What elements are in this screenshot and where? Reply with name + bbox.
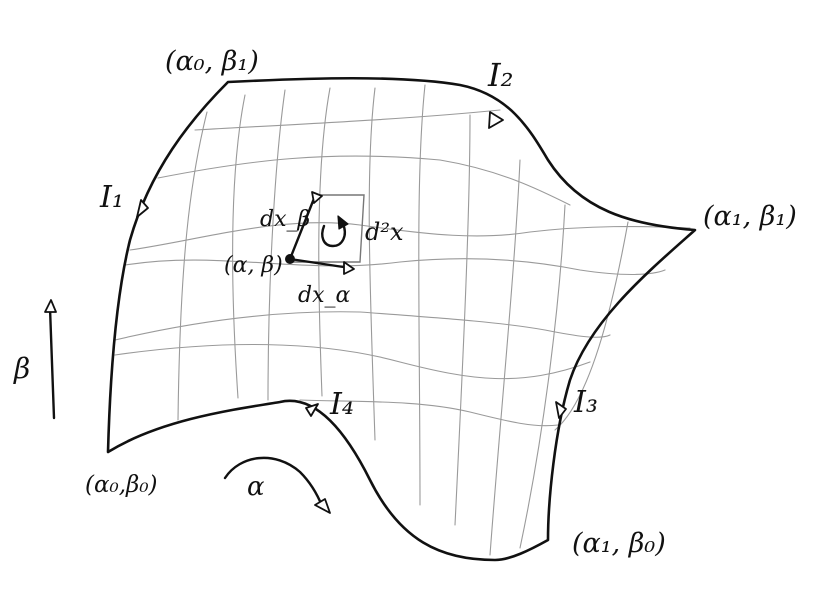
- grid-line-beta-7: [299, 399, 559, 427]
- alpha-direction-arrow: [223, 456, 324, 508]
- d-beta-arrowhead: [311, 191, 323, 204]
- edge-arrow-i2: [488, 111, 504, 129]
- area-element-box: [290, 194, 365, 263]
- beta-arrowhead: [44, 299, 57, 313]
- orientation-circle-arrow: [321, 222, 347, 248]
- parameter-arrows: [44, 299, 331, 514]
- grid-line-alpha-9: [519, 204, 566, 549]
- grid-line-alpha-8: [489, 159, 521, 556]
- area-label: d²x: [365, 218, 404, 246]
- corner-label-bottom-left: (α₀,β₀): [85, 472, 158, 498]
- beta-direction-arrow: [48, 306, 56, 420]
- labels: (α₀, β₁) (α₁, β₁) (α₀,β₀) (α₁, β₀) I₁ I₂…: [13, 46, 797, 559]
- beta-axis-label: β: [13, 352, 30, 385]
- corner-label-bottom-right: (α₁, β₀): [572, 528, 666, 559]
- grid-line-alpha-10: [554, 221, 629, 431]
- d-beta-vector: [288, 194, 317, 261]
- d-alpha-arrowhead: [343, 261, 355, 275]
- area-element: [285, 191, 365, 275]
- grid-line-beta-5: [114, 311, 611, 341]
- grid-line-alpha-3: [267, 89, 286, 401]
- edge-arrow-i3: [555, 401, 567, 419]
- grid-line-beta-6: [114, 343, 591, 380]
- d-alpha-vector: [288, 257, 352, 270]
- d-alpha-label: dx_α: [298, 283, 350, 308]
- grid-line-beta-3: [129, 222, 691, 251]
- grid-line-alpha-1: [177, 111, 208, 421]
- orientation-arrowhead: [337, 215, 349, 230]
- d-beta-label: dx_β: [260, 207, 310, 232]
- edge-arrows: [136, 111, 567, 419]
- grid-line-alpha-6: [418, 84, 426, 506]
- edge-label-i3: I₃: [573, 385, 598, 420]
- grid-line-beta-4: [124, 258, 666, 276]
- parameter-grid: [114, 84, 691, 556]
- grid-line-beta-1: [194, 109, 501, 131]
- grid-line-beta-2: [157, 155, 571, 206]
- grid-line-alpha-2: [232, 94, 246, 399]
- point-dot: [285, 254, 295, 264]
- edge-arrow-i1: [136, 199, 149, 218]
- grid-line-alpha-5: [368, 87, 376, 441]
- edge-arrow-i4: [305, 403, 319, 417]
- alpha-axis-label: α: [247, 472, 265, 502]
- grid-line-alpha-7: [454, 114, 471, 526]
- edge-label-i2: I₂: [487, 56, 513, 94]
- grid-line-alpha-4: [318, 87, 331, 397]
- point-label: (α, β): [224, 253, 283, 278]
- surface-outline: [106, 76, 697, 562]
- edge-label-i4: I₄: [329, 387, 354, 422]
- corner-label-top-left: (α₀, β₁): [165, 46, 259, 77]
- corner-label-right: (α₁, β₁): [703, 201, 797, 232]
- edge-label-i1: I₁: [99, 180, 124, 215]
- alpha-arrowhead: [314, 498, 331, 514]
